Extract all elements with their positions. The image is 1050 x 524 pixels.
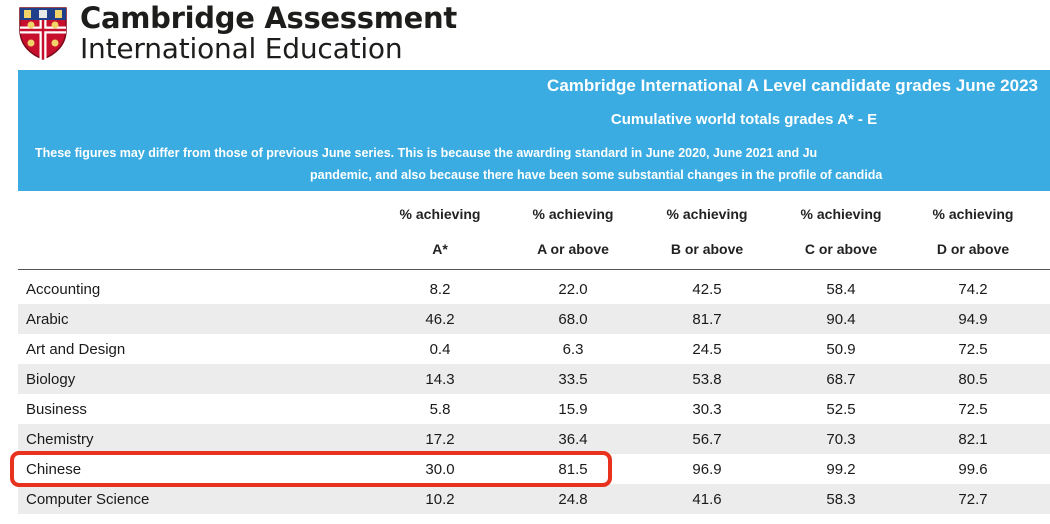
value-c-or-above: 58.3 bbox=[826, 491, 856, 508]
title-banner: Cambridge International A Level candidat… bbox=[18, 70, 1050, 191]
table-row: Computer Science 10.2 24.8 41.6 58.3 72.… bbox=[18, 484, 1050, 514]
subject-name: Business bbox=[26, 401, 87, 418]
value-a-or-above: 6.3 bbox=[562, 341, 584, 358]
value-c-or-above: 58.4 bbox=[826, 281, 856, 298]
table-header: % achieving A* % achieving A or above % … bbox=[399, 206, 1014, 257]
value-a-or-above: 81.5 bbox=[558, 461, 588, 478]
value-d-or-above: 94.9 bbox=[958, 311, 988, 328]
page-title: Cambridge International A Level candidat… bbox=[547, 76, 1038, 95]
value-b-or-above: 96.9 bbox=[692, 461, 722, 478]
value-d-or-above: 80.5 bbox=[958, 371, 988, 388]
table-row: Chinese 30.0 81.5 96.9 99.2 99.6 bbox=[18, 454, 1050, 484]
subject-name: Art and Design bbox=[26, 341, 126, 358]
value-c-or-above: 52.5 bbox=[826, 401, 856, 418]
page-subtitle: Cumulative world totals grades A* - E bbox=[610, 111, 878, 128]
cambridge-shield-icon bbox=[19, 7, 67, 60]
value-a-star: 8.2 bbox=[429, 281, 451, 298]
logo: Cambridge Assessment International Educa… bbox=[18, 4, 457, 66]
value-a-or-above: 36.4 bbox=[558, 431, 588, 448]
value-d-or-above: 99.6 bbox=[958, 461, 988, 478]
value-b-or-above: 30.3 bbox=[692, 401, 722, 418]
value-b-or-above: 42.5 bbox=[692, 281, 722, 298]
value-d-or-above: 74.2 bbox=[958, 281, 988, 298]
table-row: Biology 14.3 33.5 53.8 68.7 80.5 bbox=[18, 364, 1050, 394]
value-b-or-above: 53.8 bbox=[692, 371, 722, 388]
value-a-or-above: 15.9 bbox=[558, 401, 588, 418]
value-c-or-above: 68.7 bbox=[826, 371, 856, 388]
value-c-or-above: 99.2 bbox=[826, 461, 856, 478]
table-row: Chemistry 17.2 36.4 56.7 70.3 82.1 bbox=[18, 424, 1050, 454]
value-a-star: 5.8 bbox=[429, 401, 451, 418]
brand-name: Cambridge Assessment International Educa… bbox=[80, 4, 457, 63]
table-row: Arabic 46.2 68.0 81.7 90.4 94.9 bbox=[18, 304, 1050, 334]
subject-name: Computer Science bbox=[26, 491, 150, 508]
subject-name: Biology bbox=[26, 371, 76, 388]
value-a-star: 46.2 bbox=[425, 311, 455, 328]
value-a-star: 17.2 bbox=[425, 431, 455, 448]
value-a-star: 0.4 bbox=[429, 341, 451, 358]
value-d-or-above: 72.5 bbox=[958, 401, 988, 418]
value-a-or-above: 33.5 bbox=[558, 371, 588, 388]
value-c-or-above: 70.3 bbox=[826, 431, 856, 448]
value-a-or-above: 24.8 bbox=[558, 491, 588, 508]
value-b-or-above: 56.7 bbox=[692, 431, 722, 448]
value-a-or-above: 22.0 bbox=[558, 281, 588, 298]
value-c-or-above: 50.9 bbox=[826, 341, 856, 358]
subject-name: Arabic bbox=[26, 311, 69, 328]
header-divider bbox=[18, 269, 1050, 270]
value-c-or-above: 90.4 bbox=[826, 311, 856, 328]
brand-line-1: Cambridge Assessment bbox=[80, 1, 457, 35]
table-row: Business 5.8 15.9 30.3 52.5 72.5 bbox=[18, 394, 1050, 424]
value-b-or-above: 41.6 bbox=[692, 491, 722, 508]
value-a-star: 14.3 bbox=[425, 371, 455, 388]
row-highlight-box bbox=[10, 451, 612, 487]
brand-line-2: International Education bbox=[80, 32, 403, 65]
value-b-or-above: 81.7 bbox=[692, 311, 722, 328]
value-a-star: 10.2 bbox=[425, 491, 455, 508]
value-d-or-above: 72.7 bbox=[958, 491, 988, 508]
value-a-star: 30.0 bbox=[425, 461, 455, 478]
subject-name: Chinese bbox=[26, 461, 82, 478]
table-row: Accounting 8.2 22.0 42.5 58.4 74.2 bbox=[18, 274, 1050, 304]
value-d-or-above: 82.1 bbox=[958, 431, 988, 448]
table-row: Art and Design 0.4 6.3 24.5 50.9 72.5 bbox=[18, 334, 1050, 364]
value-d-or-above: 72.5 bbox=[958, 341, 988, 358]
subject-name: Chemistry bbox=[26, 431, 94, 448]
note-line-2: pandemic, and also because there have be… bbox=[310, 168, 883, 182]
note-line-1: These figures may differ from those of p… bbox=[35, 146, 818, 160]
value-b-or-above: 24.5 bbox=[692, 341, 722, 358]
subject-name: Accounting bbox=[26, 281, 101, 298]
value-a-or-above: 68.0 bbox=[558, 311, 588, 328]
